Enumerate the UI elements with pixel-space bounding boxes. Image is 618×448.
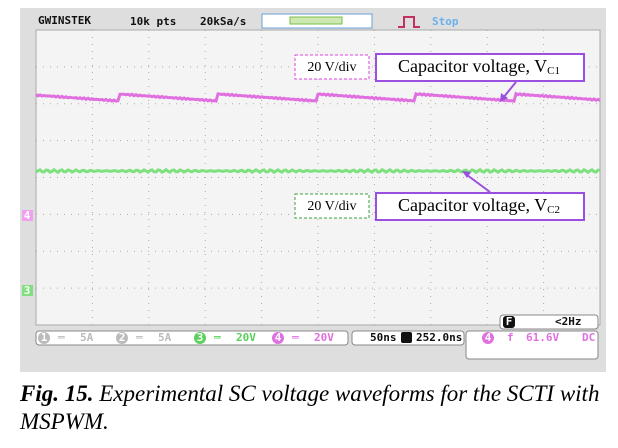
trigger-channel-icon <box>482 332 494 344</box>
channel-box <box>35 330 349 346</box>
trigger-coupling: DC <box>582 331 595 344</box>
ch3-marker-label: 3 <box>24 284 31 297</box>
caption-text: Experimental SC voltage waveforms for th… <box>20 381 600 434</box>
memory-window <box>289 16 343 25</box>
trigger-frequency: <2Hz <box>555 315 582 328</box>
scale-box <box>294 54 370 80</box>
channel-number: 2 <box>119 331 126 344</box>
points: 10k pts <box>130 15 176 28</box>
channel-number: 4 <box>275 331 282 344</box>
ch4-marker <box>22 210 33 221</box>
annotation-label: Capacitor voltage, VC1 <box>398 56 560 76</box>
channel-number: 1 <box>41 331 48 344</box>
channel-scale: 5A <box>158 331 172 344</box>
position: 252.0ns <box>416 331 462 344</box>
scale-label: 20 V/div <box>307 60 356 75</box>
channel-icon <box>194 332 206 344</box>
arrow <box>466 174 491 193</box>
brand: GWINSTEK <box>38 14 91 27</box>
channel-number: 3 <box>197 331 204 344</box>
channel-coupling: ═ <box>291 331 299 344</box>
trigger-channel: 4 <box>485 331 492 344</box>
trigger-source-icon <box>503 316 515 328</box>
label-subscript: C1 <box>547 65 560 77</box>
trigger-level: 61.6V <box>526 331 559 344</box>
label-text: Capacitor voltage, V <box>398 195 547 215</box>
ch4-marker-label: 4 <box>24 209 31 222</box>
freq-box <box>499 314 599 330</box>
channel-icon <box>116 332 128 344</box>
arrow-head <box>462 171 471 178</box>
annotation-label: Capacitor voltage, VC2 <box>398 195 560 215</box>
label-box <box>375 192 585 221</box>
trigger-box <box>465 330 599 360</box>
trigger-slope: f <box>507 331 514 344</box>
channel-scale: 5A <box>80 331 94 344</box>
waveform-vc2 <box>35 167 601 175</box>
scale-label: 20 V/div <box>307 199 356 214</box>
arrow <box>502 81 517 99</box>
status-bar: F <2Hz 50ns 252.0ns 4 f 61.6V DC 1 ═ 5A 2 ═ 5… <box>35 314 599 360</box>
sample-rate: 20kSa/s <box>200 15 246 28</box>
trigger-icon <box>398 16 420 28</box>
channel-coupling: ═ <box>135 331 143 344</box>
status: Stop <box>432 15 459 28</box>
channel-coupling: ═ <box>57 331 65 344</box>
arrow-head <box>500 93 508 102</box>
caption: Fig. 15. Experimental SC voltage wavefor… <box>20 380 610 436</box>
label-box <box>375 53 585 82</box>
caption-label: Fig. 15. <box>20 381 94 406</box>
position-icon <box>401 332 412 343</box>
channel-scale: 20V <box>236 331 256 344</box>
channel-scale: 20V <box>314 331 334 344</box>
ch3-marker <box>22 285 33 296</box>
scale-box <box>294 193 370 219</box>
label-subscript: C2 <box>547 204 560 216</box>
channel-icon <box>272 332 284 344</box>
scope-screen: GWINSTEK 10k pts 20kSa/s Stop 20 V/div C… <box>20 8 606 372</box>
waveform-vc1 <box>35 91 601 104</box>
trigger-source: F <box>506 315 513 328</box>
timebase: 50ns <box>370 331 397 344</box>
channel-coupling: ═ <box>213 331 221 344</box>
label-text: Capacitor voltage, V <box>398 56 547 76</box>
channel-icon <box>38 332 50 344</box>
